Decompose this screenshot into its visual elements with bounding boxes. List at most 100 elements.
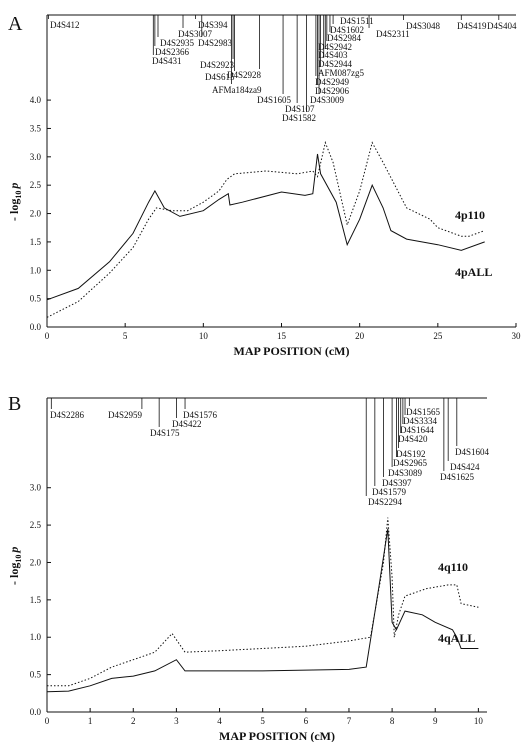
- marker-label: D4S2906: [315, 86, 350, 96]
- y-tick-label: 0.0: [30, 322, 42, 332]
- x-tick-label: 10: [199, 331, 209, 341]
- marker-label: D4S615: [205, 72, 235, 82]
- x-tick-label: 20: [355, 331, 365, 341]
- marker-label: D4S3007: [178, 29, 213, 39]
- y-label-var: p: [7, 183, 21, 190]
- y-tick-label: 3.0: [30, 152, 42, 162]
- series-line: [46, 528, 479, 693]
- marker-label: D4S2935: [160, 38, 195, 48]
- y-tick-label: 1.5: [30, 237, 42, 247]
- marker-label: D4S1576: [183, 410, 218, 420]
- marker-label: D4S3009: [310, 95, 345, 105]
- x-tick-label: 15: [277, 331, 287, 341]
- marker-label: D4S3048: [406, 21, 441, 31]
- marker-label: D4S2959: [108, 410, 143, 420]
- x-tick-label: 8: [390, 716, 395, 726]
- y-tick-label: 1.5: [30, 595, 42, 605]
- marker-label: D4S2286: [50, 410, 85, 420]
- marker-label: D4S107: [285, 104, 315, 114]
- x-tick-label: 30: [512, 331, 522, 341]
- y-tick-label: 0.5: [30, 294, 42, 304]
- x-tick-label: 10: [474, 716, 484, 726]
- marker-label: D4S1604: [455, 447, 490, 457]
- marker-label: D4S3089: [388, 468, 423, 478]
- panel-letter: A: [8, 13, 23, 35]
- y-tick-label: 3.0: [30, 483, 42, 493]
- series-line: [46, 140, 485, 318]
- marker-label: D4S2294: [368, 497, 403, 507]
- marker-label: D4S412: [50, 20, 80, 30]
- y-tick-label: 0.5: [30, 670, 42, 680]
- panel-letter: B: [8, 393, 21, 415]
- marker-label: D4S192: [396, 449, 426, 459]
- y-tick-label: 0.0: [30, 707, 42, 717]
- marker-label: D4S1582: [282, 113, 316, 123]
- marker-label: D4S1605: [257, 95, 292, 105]
- marker-label: D4S2949: [315, 77, 350, 87]
- x-tick-label: 9: [433, 716, 438, 726]
- marker-label: D4S2923: [200, 60, 235, 70]
- marker-label: AFMa184za9: [212, 85, 262, 95]
- series-label: 4qALL: [438, 631, 475, 645]
- marker-label: D4S2944: [318, 59, 353, 69]
- marker-label: D4S2965: [393, 458, 428, 468]
- series-line: [47, 517, 479, 687]
- marker-label: D4S431: [152, 56, 182, 66]
- marker-label: D4S1625: [440, 472, 475, 482]
- marker-label: D4S422: [172, 419, 202, 429]
- marker-label: D4S403: [318, 50, 348, 60]
- marker-label: D4S420: [398, 434, 428, 444]
- marker-label: D4S2983: [198, 38, 233, 48]
- marker-label: D4S404: [487, 21, 517, 31]
- marker-label: D4S394: [198, 20, 228, 30]
- series-label: 4q110: [438, 560, 468, 574]
- marker-label: D4S2928: [227, 70, 262, 80]
- series-label: 4pALL: [455, 265, 492, 279]
- x-axis-label: MAP POSITION (cM): [234, 344, 350, 358]
- marker-label: D4S1602: [330, 25, 364, 35]
- marker-label: D4S424: [450, 462, 480, 472]
- y-label-sub: 10: [14, 555, 23, 563]
- series-line: [46, 153, 485, 301]
- marker-label: D4S1565: [406, 407, 441, 417]
- marker-label: D4S2942: [318, 42, 352, 52]
- x-tick-label: 0: [45, 331, 50, 341]
- x-tick-label: 2: [131, 716, 136, 726]
- marker-label: D4S1511: [340, 16, 374, 26]
- y-label-sub: 10: [14, 191, 23, 199]
- y-tick-label: 2.5: [30, 180, 42, 190]
- y-label-text: - log: [7, 199, 21, 221]
- marker-label: D4S397: [382, 478, 412, 488]
- marker-label: D4S2984: [327, 33, 362, 43]
- marker-label: D4S419: [457, 21, 487, 31]
- x-tick-label: 5: [123, 331, 128, 341]
- marker-label: D4S175: [150, 428, 180, 438]
- x-tick-label: 25: [433, 331, 443, 341]
- y-label-text: - log: [7, 563, 21, 585]
- x-axis-label: MAP POSITION (cM): [219, 729, 335, 742]
- y-tick-label: 1.0: [30, 265, 42, 275]
- x-tick-label: 5: [260, 716, 265, 726]
- x-tick-label: 6: [304, 716, 309, 726]
- y-label-var: p: [7, 547, 21, 554]
- marker-label: D4S2366: [155, 47, 190, 57]
- x-tick-label: 3: [174, 716, 179, 726]
- x-tick-label: 7: [347, 716, 352, 726]
- x-tick-label: 1: [88, 716, 93, 726]
- x-tick-label: 0: [45, 716, 50, 726]
- y-tick-label: 1.0: [30, 632, 42, 642]
- marker-label: AFM087zg5: [318, 68, 365, 78]
- y-tick-label: 3.5: [30, 123, 42, 133]
- series-label: 4p110: [455, 208, 485, 222]
- y-axis-label: - log10p: [7, 547, 23, 585]
- y-tick-label: 2.0: [30, 557, 42, 567]
- y-tick-label: 2.0: [30, 209, 42, 219]
- y-tick-label: 2.5: [30, 520, 42, 530]
- x-tick-label: 4: [217, 716, 222, 726]
- marker-label: D4S1579: [372, 487, 407, 497]
- y-tick-label: 4.0: [30, 95, 42, 105]
- marker-label: D4S3334: [403, 416, 438, 426]
- marker-label: D4S2311: [376, 29, 410, 39]
- y-axis-label: - log10p: [7, 183, 23, 221]
